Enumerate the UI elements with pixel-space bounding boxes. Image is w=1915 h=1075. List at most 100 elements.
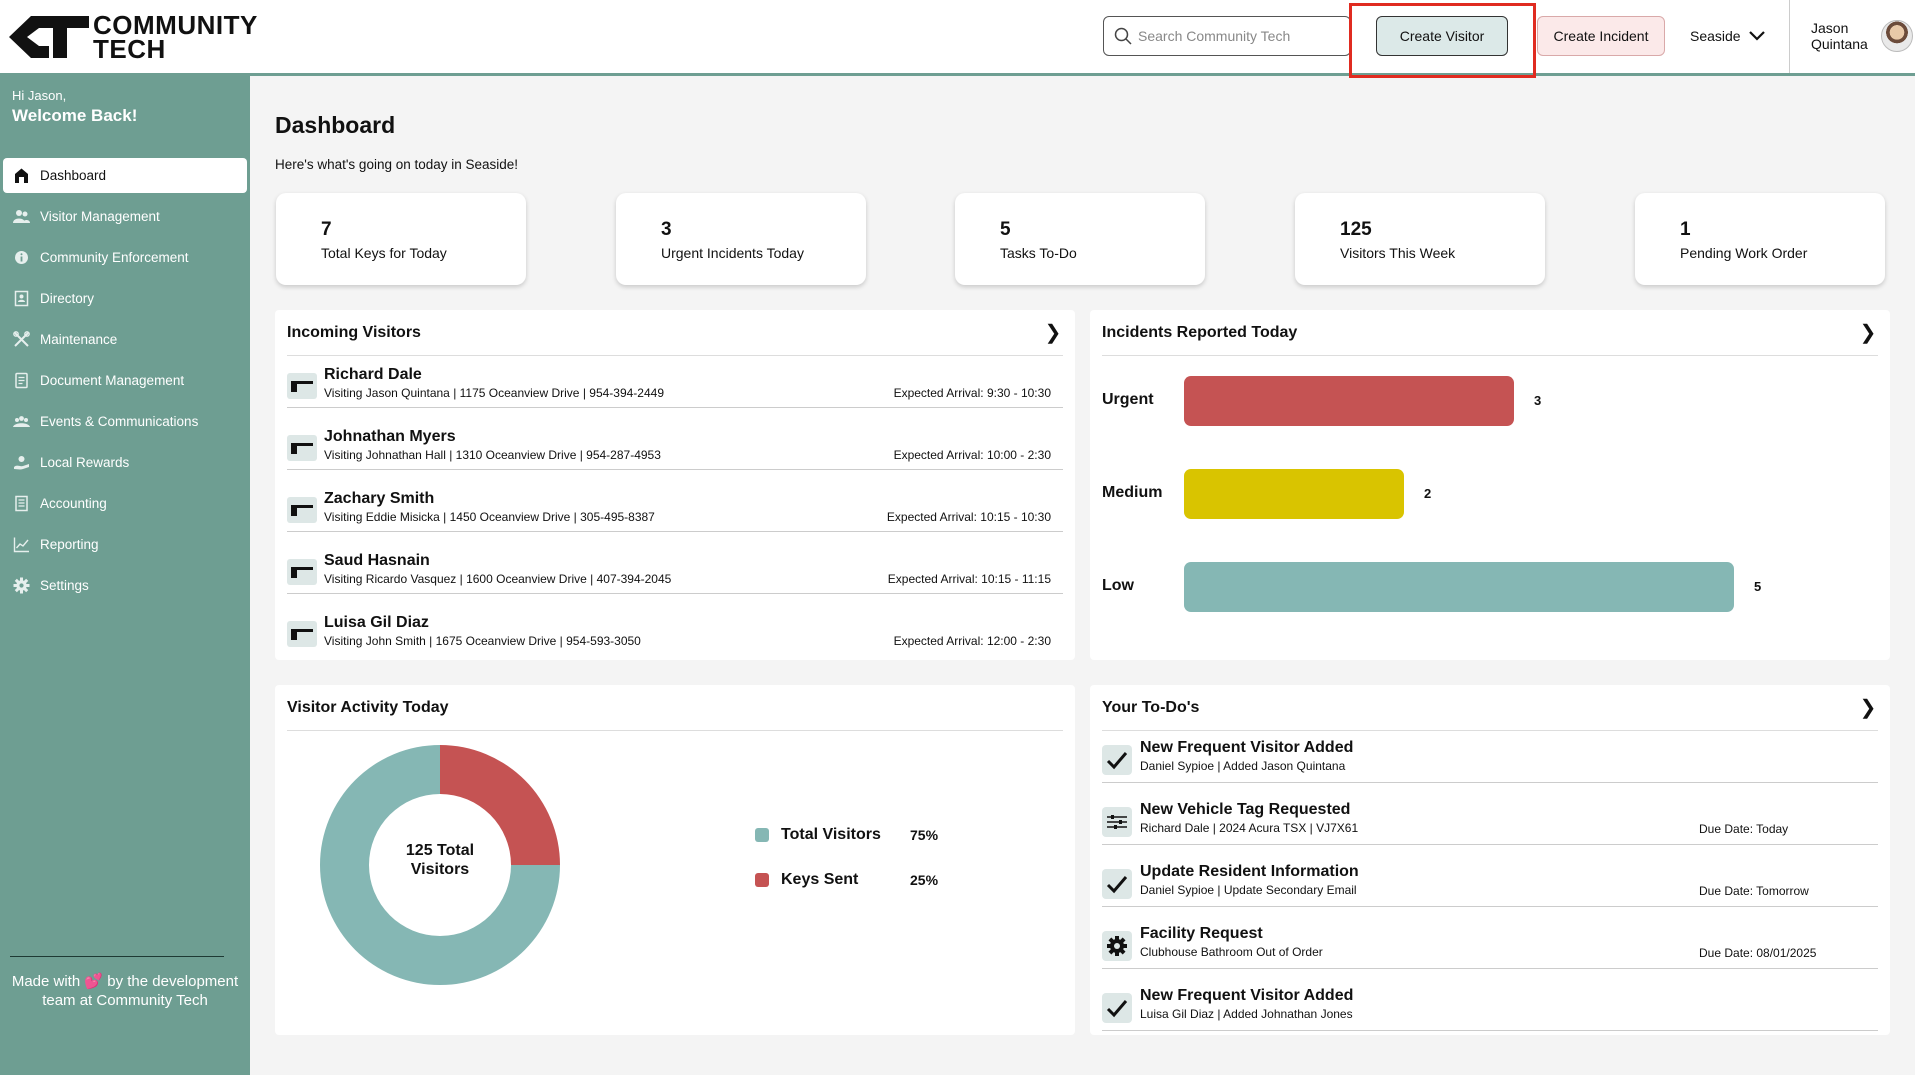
donut-slice-total-visitors[interactable] — [320, 745, 560, 985]
incident-bar-urgent[interactable] — [1184, 376, 1514, 426]
stat-card-visitors-week[interactable]: 125 Visitors This Week — [1295, 193, 1545, 285]
todo-title: New Frequent Visitor Added — [1140, 987, 1354, 1004]
user-last-name: Quintana — [1811, 36, 1868, 52]
check-icon — [1102, 869, 1132, 899]
todo-item[interactable]: New Frequent Visitor Added Luisa Gil Dia… — [1102, 979, 1878, 1031]
footer-text-pre: Made with — [11, 973, 81, 990]
header-divider — [1789, 0, 1790, 73]
incident-bar-low[interactable] — [1184, 562, 1734, 612]
stat-card-tasks[interactable]: 5 Tasks To-Do — [955, 193, 1205, 285]
logo-line-1: COMMUNITY — [93, 10, 258, 40]
incidents-card: Incidents Reported Today ❯ Urgent 3 Medi… — [1090, 310, 1890, 660]
visitor-name: Richard Dale — [324, 366, 422, 383]
sidebar-item-directory[interactable]: Directory — [3, 281, 247, 316]
search-input[interactable] — [1138, 28, 1338, 44]
todos-card: Your To-Do's ❯ New Frequent Visitor Adde… — [1090, 685, 1890, 1035]
todo-item[interactable]: Update Resident Information Daniel Sypio… — [1102, 855, 1878, 907]
key-icon — [287, 559, 317, 585]
sidebar-item-document-management[interactable]: Document Management — [3, 363, 247, 398]
check-icon — [1102, 745, 1132, 775]
chevron-right-icon[interactable]: ❯ — [1859, 697, 1877, 719]
donut-slice-keys-sent[interactable] — [440, 745, 560, 865]
todos-header: Your To-Do's ❯ — [1102, 685, 1878, 731]
stat-value: 1 — [1680, 219, 1691, 240]
incident-value: 5 — [1754, 579, 1762, 594]
create-incident-button[interactable]: Create Incident — [1537, 16, 1665, 56]
legend-percent: 75% — [910, 827, 939, 843]
stat-card-urgent-incidents[interactable]: 3 Urgent Incidents Today — [616, 193, 866, 285]
visitor-eta: Expected Arrival: 9:30 - 10:30 — [893, 386, 1051, 400]
top-bar: COMMUNITY TECH Create Visitor Create Inc… — [0, 0, 1915, 78]
community-tech-logo[interactable]: COMMUNITY TECH — [9, 10, 258, 64]
todo-title: New Frequent Visitor Added — [1140, 739, 1354, 756]
sidebar-item-reporting[interactable]: Reporting — [3, 527, 247, 562]
todo-detail: Luisa Gil Diaz | Added Johnathan Jones — [1140, 1007, 1353, 1021]
chevron-right-icon[interactable]: ❯ — [1859, 322, 1877, 344]
todo-item[interactable]: New Vehicle Tag Requested Richard Dale |… — [1102, 793, 1878, 845]
sidebar-item-label: Dashboard — [40, 168, 107, 183]
todo-title: New Vehicle Tag Requested — [1140, 801, 1351, 818]
stat-value: 125 — [1340, 219, 1372, 240]
todo-title: Facility Request — [1140, 925, 1263, 942]
sidebar-item-label: Events & Communications — [40, 414, 199, 429]
stat-label: Visitors This Week — [1340, 245, 1456, 261]
legend-swatch — [755, 873, 769, 887]
logo-line-2: TECH — [93, 34, 166, 64]
user-name: Jason Quintana — [1811, 20, 1871, 52]
avatar[interactable] — [1881, 20, 1913, 52]
todo-item[interactable]: New Frequent Visitor Added Daniel Sypioe… — [1102, 731, 1878, 783]
footer-text-post: by the development team at Community Tec… — [42, 973, 239, 1009]
sidebar-item-dashboard[interactable]: Dashboard — [3, 158, 247, 193]
stat-card-work-order[interactable]: 1 Pending Work Order — [1635, 193, 1885, 285]
sidebar-item-visitor-management[interactable]: Visitor Management — [3, 199, 247, 234]
donut-center-line-1: 125 Total — [405, 842, 475, 859]
stat-label: Pending Work Order — [1680, 245, 1808, 261]
legend-percent: 25% — [910, 872, 939, 888]
visitor-row[interactable]: Zachary Smith Visiting Eddie Misicka | 1… — [287, 480, 1063, 532]
search-box[interactable] — [1103, 16, 1351, 56]
check-icon — [1102, 993, 1132, 1023]
todo-detail: Clubhouse Bathroom Out of Order — [1140, 945, 1323, 959]
sliders-icon — [1102, 807, 1132, 837]
visitor-row[interactable]: Richard Dale Visiting Jason Quintana | 1… — [287, 356, 1063, 408]
legend-item-total-visitors: Total Visitors 75% — [755, 826, 938, 844]
community-selector[interactable]: Seaside — [1690, 16, 1765, 56]
create-visitor-button[interactable]: Create Visitor — [1376, 16, 1508, 56]
stat-value: 3 — [661, 219, 672, 240]
key-icon — [287, 497, 317, 523]
sidebar-item-accounting[interactable]: Accounting — [3, 486, 247, 521]
chevron-right-icon[interactable]: ❯ — [1044, 322, 1062, 344]
sidebar-item-local-rewards[interactable]: Local Rewards — [3, 445, 247, 480]
heart-icon: 💕 — [84, 973, 104, 990]
sidebar-item-maintenance[interactable]: Maintenance — [3, 322, 247, 357]
todo-due-date: Due Date: Tomorrow — [1699, 884, 1809, 898]
sidebar-item-events-communications[interactable]: Events & Communications — [3, 404, 247, 439]
stat-value: 5 — [1000, 219, 1011, 240]
todo-item[interactable]: Facility Request Clubhouse Bathroom Out … — [1102, 917, 1878, 969]
gear-icon — [13, 577, 30, 594]
sidebar-item-settings[interactable]: Settings — [3, 568, 247, 603]
user-menu[interactable]: Jason Quintana — [1811, 20, 1913, 52]
key-icon — [287, 435, 317, 461]
incident-label: Urgent — [1102, 391, 1154, 408]
sidebar-item-label: Document Management — [40, 373, 185, 388]
stat-card-keys[interactable]: 7 Total Keys for Today — [276, 193, 526, 285]
visitor-donut-chart — [320, 745, 560, 985]
todos-title: Your To-Do's — [1102, 698, 1200, 716]
visitor-row[interactable]: Saud Hasnain Visiting Ricardo Vasquez | … — [287, 542, 1063, 594]
sidebar-item-label: Directory — [40, 291, 95, 306]
chevron-down-icon — [1748, 31, 1765, 41]
visitor-row[interactable]: Johnathan Myers Visiting Johnathan Hall … — [287, 418, 1063, 470]
visitor-name: Johnathan Myers — [324, 428, 456, 445]
visitor-name: Luisa Gil Diaz — [324, 614, 429, 631]
sidebar-item-community-enforcement[interactable]: Community Enforcement — [3, 240, 247, 275]
incoming-visitors-header: Incoming Visitors ❯ — [287, 310, 1063, 356]
create-visitor-highlight — [1349, 3, 1536, 78]
incident-value: 2 — [1424, 486, 1432, 501]
community-name: Seaside — [1690, 28, 1741, 44]
incident-bar-medium[interactable] — [1184, 469, 1404, 519]
greeting-text: Hi Jason, — [12, 88, 67, 103]
visitor-activity-card: Visitor Activity Today 125 Total Visitor… — [275, 685, 1075, 1035]
visitor-row[interactable]: Luisa Gil Diaz Visiting John Smith | 167… — [287, 604, 1063, 656]
visitor-eta: Expected Arrival: 10:15 - 11:15 — [887, 572, 1051, 586]
